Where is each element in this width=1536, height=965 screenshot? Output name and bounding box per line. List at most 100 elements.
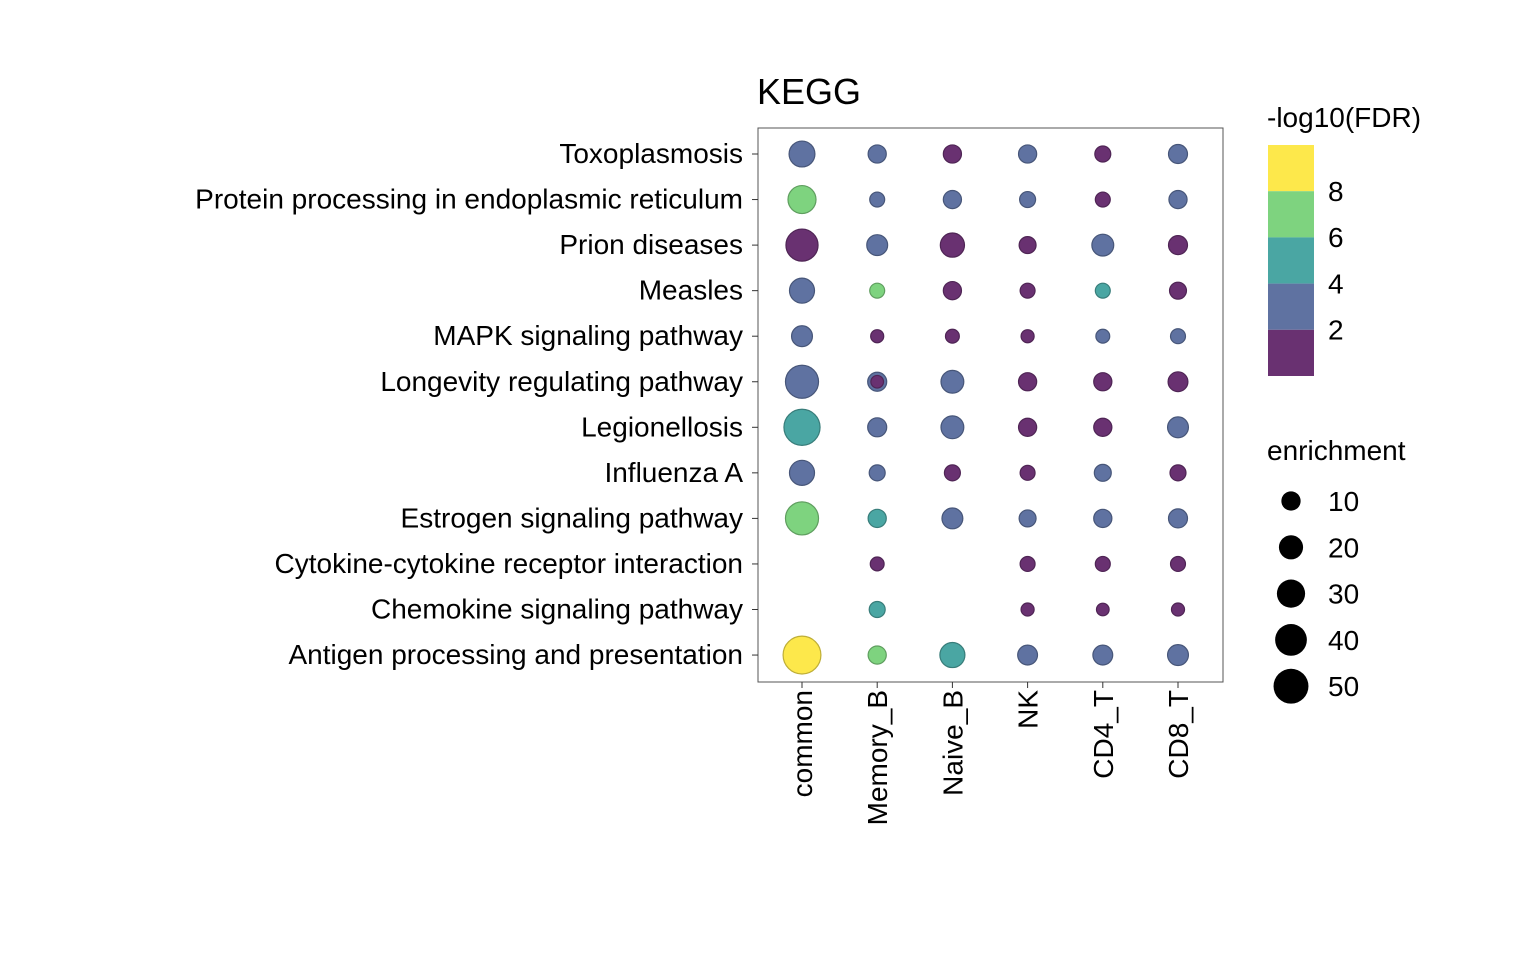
y-axis-labels: Toxoplasmosis Protein processing in endop… xyxy=(195,138,758,670)
data-point xyxy=(1093,372,1113,392)
data-point xyxy=(941,507,964,530)
data-point xyxy=(870,329,885,344)
data-point xyxy=(869,556,885,572)
colorbar-bin xyxy=(1268,237,1314,284)
size-key xyxy=(1275,624,1307,656)
size-key-label: 10 xyxy=(1328,486,1359,517)
x-tick-label: Naive_B xyxy=(937,690,968,796)
data-point xyxy=(943,464,961,482)
data-point xyxy=(1169,464,1187,482)
x-tick-label: Memory_B xyxy=(862,690,893,825)
data-point xyxy=(787,184,817,215)
y-tick-label: Toxoplasmosis xyxy=(559,138,743,169)
y-tick-label: Legionellosis xyxy=(581,411,743,442)
data-point xyxy=(1093,417,1113,437)
x-tick-label: CD4_T xyxy=(1088,690,1119,779)
y-tick-label: Prion diseases xyxy=(559,229,743,260)
data-point xyxy=(1169,555,1187,573)
colorbar-bin xyxy=(1268,191,1314,238)
size-key xyxy=(1276,579,1306,608)
data-point xyxy=(867,144,887,164)
data-point xyxy=(1167,508,1189,529)
data-point xyxy=(1166,644,1190,667)
size-legend-title: enrichment xyxy=(1267,435,1406,466)
data-point xyxy=(939,641,966,669)
y-tick-label: MAPK signaling pathway xyxy=(433,320,743,351)
data-point xyxy=(867,508,887,529)
size-key xyxy=(1281,491,1301,511)
data-point xyxy=(784,364,820,399)
data-point xyxy=(1094,555,1111,573)
data-point xyxy=(940,415,965,440)
data-point xyxy=(867,417,888,438)
data-point xyxy=(785,228,819,262)
data-point xyxy=(940,369,965,394)
data-point xyxy=(869,191,886,208)
colorbar-tick-label: 2 xyxy=(1328,315,1344,346)
size-legend: enrichment 10 20 30 40 50 xyxy=(1267,435,1406,704)
data-point xyxy=(1169,328,1187,345)
data-point xyxy=(1019,190,1037,209)
data-point xyxy=(788,277,816,304)
data-point xyxy=(1091,233,1115,257)
y-tick-label: Estrogen signaling pathway xyxy=(401,502,743,533)
data-point xyxy=(868,600,886,619)
data-point xyxy=(1017,644,1039,666)
size-key xyxy=(1278,535,1304,560)
data-point xyxy=(783,408,821,446)
colorbar-tick-label: 8 xyxy=(1328,176,1344,207)
data-point xyxy=(1019,555,1036,573)
data-point xyxy=(867,645,887,665)
data-point xyxy=(1093,508,1113,529)
data-point xyxy=(1170,602,1186,617)
data-point xyxy=(1020,329,1035,344)
data-point xyxy=(782,635,822,675)
data-point xyxy=(1017,417,1038,437)
data-point xyxy=(784,501,820,536)
data-point xyxy=(1019,282,1036,299)
y-tick-label: Antigen processing and presentation xyxy=(288,639,743,670)
colorbar-bin xyxy=(1268,145,1314,192)
data-point xyxy=(1093,463,1112,482)
data-point xyxy=(1020,602,1035,617)
data-point xyxy=(1167,234,1189,256)
data-point xyxy=(866,234,889,257)
data-point xyxy=(944,328,960,344)
size-key-label: 30 xyxy=(1328,579,1359,610)
data-point xyxy=(939,232,966,258)
data-point xyxy=(1167,371,1189,393)
size-key-label: 40 xyxy=(1328,625,1359,656)
data-point xyxy=(1017,144,1038,164)
plot-panel xyxy=(757,127,1224,683)
color-legend-title: -log10(FDR) xyxy=(1267,102,1421,133)
size-key xyxy=(1273,668,1309,704)
x-tick-label: NK xyxy=(1013,690,1044,729)
data-point xyxy=(788,140,816,168)
data-point xyxy=(869,282,886,299)
colorbar-bin xyxy=(1268,283,1314,330)
data-point xyxy=(1166,416,1190,439)
data-point xyxy=(1094,282,1111,299)
data-point xyxy=(1095,602,1110,617)
data-point xyxy=(1168,281,1188,300)
size-key-label: 20 xyxy=(1328,532,1359,563)
colorbar-tick-label: 6 xyxy=(1328,222,1344,253)
x-tick-label: CD8_T xyxy=(1163,690,1194,779)
data-point xyxy=(1018,236,1037,255)
y-tick-label: Measles xyxy=(639,275,743,306)
y-tick-label: Longevity regulating pathway xyxy=(380,366,743,397)
data-point xyxy=(1019,464,1036,481)
y-tick-label: Cytokine-cytokine receptor interaction xyxy=(275,548,743,579)
x-tick-label: common xyxy=(787,690,818,797)
data-point xyxy=(790,325,814,348)
y-tick-label: Protein processing in endoplasmic reticu… xyxy=(195,184,743,215)
data-point xyxy=(1017,372,1038,392)
y-tick-label: Influenza A xyxy=(604,457,743,488)
data-point xyxy=(788,459,816,486)
color-legend: -log10(FDR) 8 6 4 2 xyxy=(1267,102,1421,376)
data-point xyxy=(870,374,885,389)
data-point xyxy=(1168,189,1188,210)
data-point xyxy=(1167,143,1189,165)
x-axis-labels: common Memory_B Naive_B NK CD4_T CD8_T xyxy=(787,682,1194,825)
